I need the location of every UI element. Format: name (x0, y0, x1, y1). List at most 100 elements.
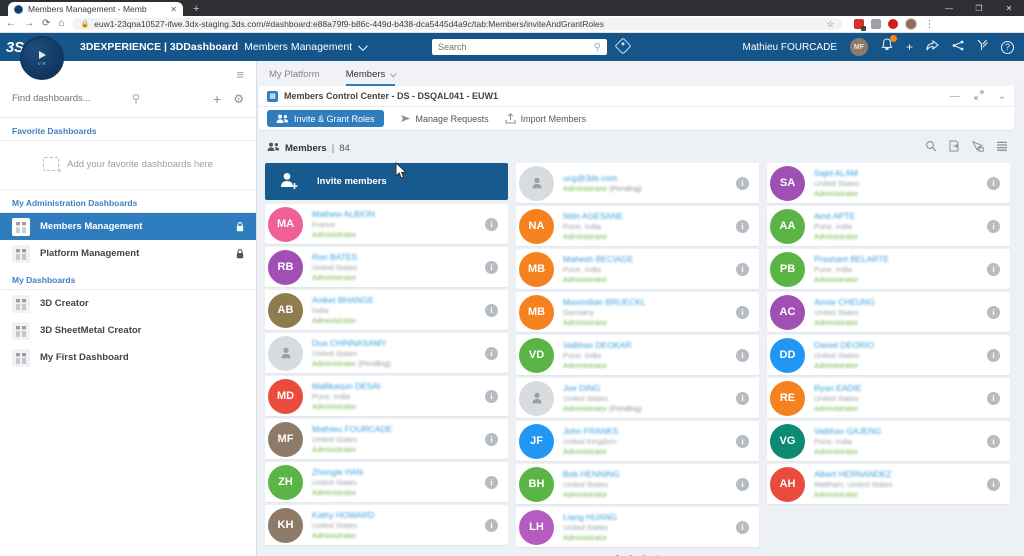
info-icon[interactable]: i (736, 391, 749, 405)
member-card[interactable]: NA Nitin AGESANE Pune, India Administrato… (516, 206, 759, 246)
member-name[interactable]: Prashant BELARTE (814, 254, 889, 264)
tab-members[interactable]: Members (345, 69, 398, 86)
info-icon[interactable]: i (736, 262, 749, 276)
info-icon[interactable]: i (736, 348, 749, 362)
member-name[interactable]: Vaibhav GAJENG (814, 426, 882, 436)
info-icon[interactable]: i (736, 434, 749, 448)
member-card[interactable]: RE Ryan EADIE United States Administrator… (767, 378, 1010, 418)
add-dashboard-icon[interactable]: + (213, 91, 222, 107)
member-name[interactable]: Joe DING (563, 383, 601, 393)
info-icon[interactable]: i (736, 520, 749, 534)
bookmark-star-icon[interactable]: ☆ (826, 18, 835, 29)
member-name[interactable]: Amit APTE (814, 211, 856, 221)
info-icon[interactable]: i (485, 432, 498, 446)
info-icon[interactable]: i (736, 305, 749, 319)
member-card[interactable]: LH Liang HUANG United States Administrato… (516, 507, 759, 547)
member-name[interactable]: Liang HUANG (563, 512, 617, 522)
page-4[interactable]: 4 (655, 553, 659, 556)
user-avatar[interactable]: MF (849, 38, 868, 56)
member-card[interactable]: VG Vaibhav GAJENG Pune, India Administrat… (767, 421, 1010, 461)
reload-icon[interactable]: ⟳ (42, 18, 51, 29)
chevron-down-icon[interactable] (389, 70, 398, 78)
member-card[interactable]: MB Maximilian BRUECKL Germany Administrat… (516, 292, 759, 332)
add-icon[interactable]: + (905, 40, 913, 54)
info-icon[interactable]: i (987, 219, 1000, 233)
page-3[interactable]: 3 (642, 553, 646, 556)
extension-icon[interactable] (871, 19, 882, 29)
member-card[interactable]: AC Annie CHEUNG United States Administrat… (767, 292, 1010, 332)
member-card[interactable]: ZH Zhongle HAN United States Administrato… (265, 462, 508, 502)
member-card[interactable]: AH Albert HERNANDEZ Waltham, United State… (767, 464, 1010, 504)
forward-icon[interactable]: → (24, 18, 34, 29)
member-card[interactable]: AA Amit APTE Pune, India Administrator i (767, 206, 1010, 246)
address-bar[interactable]: 🔒 euw1-23qna10527-ifwe.3dx-staging.3ds.c… (72, 18, 843, 30)
export-list-icon[interactable] (949, 139, 960, 157)
member-card[interactable]: MB Mahesh BECIAGE Pune, India Administrat… (516, 249, 759, 289)
member-name[interactable]: ucg@3ds.com (563, 173, 618, 183)
sidebar-item-my-first-dashboard[interactable]: My First Dashboard (0, 344, 256, 371)
member-name[interactable]: Mathieu FOURCADE (312, 424, 393, 434)
window-close-button[interactable]: ✕ (1005, 3, 1013, 13)
global-search-input[interactable] (438, 42, 594, 52)
member-name[interactable]: Aniket BHANGE (312, 295, 374, 305)
info-icon[interactable]: i (485, 346, 498, 360)
member-name[interactable]: Maximilian BRUECKL (563, 297, 646, 307)
global-search[interactable]: ⚲ (432, 39, 607, 55)
find-dashboards-field[interactable]: ⚲ (12, 92, 201, 106)
member-name[interactable]: John FRANKS (563, 426, 619, 436)
new-tab-button[interactable]: + (193, 3, 200, 15)
member-card[interactable]: Dua CHINNASAMY United States Administrato… (265, 333, 508, 373)
info-icon[interactable]: i (485, 518, 498, 532)
info-icon[interactable]: i (485, 475, 498, 489)
info-icon[interactable]: i (485, 303, 498, 317)
sidebar-item-3d-creator[interactable]: 3D Creator (0, 290, 256, 317)
compass-logo[interactable]: V.R (20, 36, 64, 80)
member-name[interactable]: Vaibhav DEOKAR (563, 340, 632, 350)
list-view-icon[interactable] (996, 139, 1008, 157)
info-icon[interactable]: i (987, 176, 1000, 190)
info-icon[interactable]: i (987, 348, 1000, 362)
member-card[interactable]: MF Mathieu FOURCADE United States Adminis… (265, 419, 508, 459)
sidebar-item-3d-sheetmetal-creator[interactable]: 3D SheetMetal Creator (0, 317, 256, 344)
member-card[interactable]: MA Mathew ALBION France Administrator i (265, 204, 508, 244)
info-icon[interactable]: i (485, 217, 498, 231)
find-dashboards-input[interactable] (12, 93, 132, 104)
window-minimize-button[interactable]: — (945, 3, 953, 13)
member-name[interactable]: Annie CHEUNG (814, 297, 875, 307)
member-name[interactable]: Albert HERNANDEZ (814, 469, 892, 479)
page-1[interactable]: 1 (616, 553, 620, 556)
member-name[interactable]: Mahesh BECIAGE (563, 254, 634, 264)
sidebar-item-members-management[interactable]: Members Management (0, 213, 256, 240)
share-arrow-icon[interactable] (926, 38, 939, 56)
member-card[interactable]: MD Mallikarjun DESAI Pune, India Administ… (265, 376, 508, 416)
window-maximize-button[interactable]: ❐ (975, 3, 983, 13)
member-card[interactable]: SA Sajid ALAM United States Administrator… (767, 163, 1010, 203)
page-2[interactable]: 2 (629, 553, 633, 556)
notifications-bell-icon[interactable] (881, 35, 897, 56)
chevron-down-icon[interactable] (358, 40, 368, 51)
share-nodes-icon[interactable] (952, 38, 964, 56)
widget-minimize-icon[interactable]: — (949, 90, 960, 102)
info-icon[interactable]: i (987, 305, 1000, 319)
select-members-icon[interactable] (971, 139, 984, 157)
sidebar-item-platform-management[interactable]: Platform Management (0, 240, 256, 267)
member-name[interactable]: Nitin AGESANE (563, 211, 623, 221)
search-members-icon[interactable] (925, 139, 937, 157)
invite-members-button[interactable]: Invite members (265, 163, 508, 200)
member-card[interactable]: JF John FRANKS United Kingdom Administrat… (516, 421, 759, 461)
home-icon[interactable]: ⌂ (58, 18, 65, 29)
info-icon[interactable]: i (987, 262, 1000, 276)
member-card[interactable]: BH Bob HENNING United States Administrato… (516, 464, 759, 504)
browser-menu-icon[interactable]: ⋮ (924, 18, 935, 30)
tab-close-icon[interactable]: ✕ (170, 4, 177, 14)
member-card[interactable]: ucg@3ds.com Administrator (Pending) i (516, 163, 759, 203)
info-icon[interactable]: i (987, 434, 1000, 448)
subtab-import-members[interactable]: Import Members (505, 113, 586, 124)
info-icon[interactable]: i (736, 219, 749, 233)
user-name[interactable]: Mathieu FOURCADE (742, 41, 837, 53)
member-name[interactable]: Sajid ALAM (814, 168, 858, 178)
extension-icon[interactable] (854, 19, 867, 31)
member-card[interactable]: RB Ron BATES United States Administrator … (265, 247, 508, 287)
back-icon[interactable]: ← (6, 18, 16, 29)
adblock-icon[interactable] (888, 19, 899, 29)
